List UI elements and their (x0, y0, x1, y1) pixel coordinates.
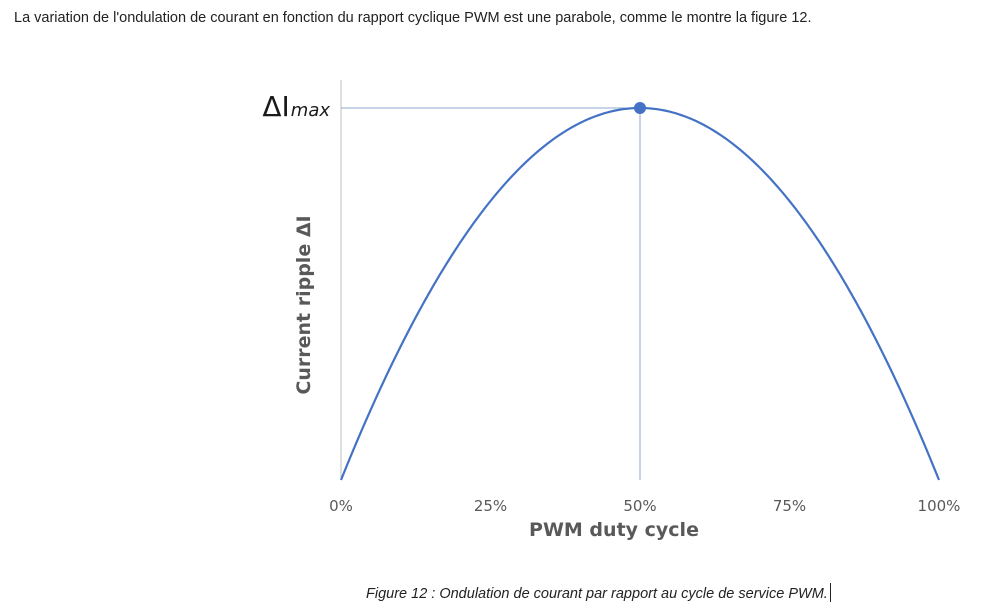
x-tick-label: 0% (329, 497, 353, 515)
x-axis-title: PWM duty cycle (529, 519, 699, 541)
x-tick-label: 25% (474, 497, 507, 515)
figure-caption-text: Figure 12 : Ondulation de courant par ra… (366, 586, 828, 602)
peak-label-sub: max (291, 100, 331, 121)
peak-label: ΔImax (262, 90, 330, 123)
text-cursor (829, 583, 831, 602)
x-tick-labels: 0% 25% 50% 75% 100% (329, 497, 960, 515)
x-tick-label: 75% (773, 497, 806, 515)
peak-marker (634, 102, 646, 114)
peak-label-main: ΔI (262, 90, 289, 123)
y-axis-title: Current ripple ΔI (293, 215, 315, 394)
x-tick-label: 100% (918, 497, 961, 515)
x-tick-label: 50% (623, 497, 656, 515)
figure-caption: Figure 12 : Ondulation de courant par ra… (366, 583, 831, 602)
intro-paragraph: La variation de l'ondulation de courant … (14, 10, 812, 26)
